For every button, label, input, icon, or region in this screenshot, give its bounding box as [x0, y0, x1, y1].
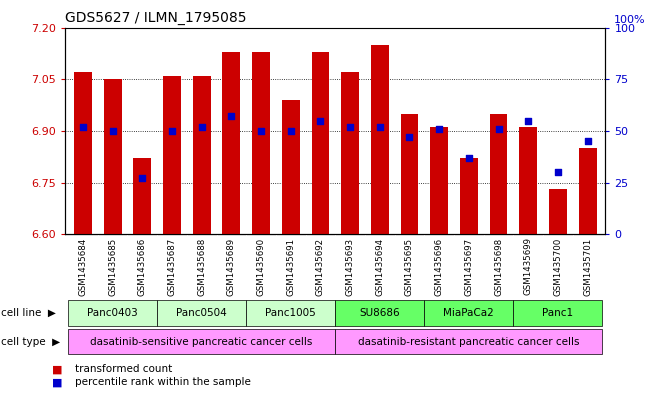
- Bar: [424, 301, 514, 326]
- Text: GSM1435700: GSM1435700: [553, 237, 562, 296]
- Text: GDS5627 / ILMN_1795085: GDS5627 / ILMN_1795085: [65, 11, 247, 25]
- Bar: [335, 301, 424, 326]
- Text: Panc1: Panc1: [542, 308, 574, 318]
- Text: Panc0504: Panc0504: [176, 308, 227, 318]
- Text: GSM1435694: GSM1435694: [375, 237, 384, 296]
- Text: GSM1435698: GSM1435698: [494, 237, 503, 296]
- Point: [345, 123, 355, 130]
- Bar: [549, 189, 567, 234]
- Bar: [312, 51, 329, 234]
- Bar: [282, 100, 299, 234]
- Point: [374, 123, 385, 130]
- Text: GSM1435701: GSM1435701: [583, 237, 592, 296]
- Text: ■: ■: [52, 377, 62, 387]
- Text: GSM1435688: GSM1435688: [197, 237, 206, 296]
- Bar: [579, 148, 596, 234]
- Point: [583, 138, 593, 144]
- Point: [77, 123, 88, 130]
- Text: GSM1435696: GSM1435696: [435, 237, 444, 296]
- Bar: [223, 51, 240, 234]
- Text: dasatinib-sensitive pancreatic cancer cells: dasatinib-sensitive pancreatic cancer ce…: [90, 336, 313, 347]
- Bar: [104, 79, 122, 234]
- Text: ■: ■: [52, 364, 62, 375]
- Bar: [519, 127, 537, 234]
- Bar: [514, 301, 602, 326]
- Point: [553, 169, 563, 175]
- Bar: [163, 76, 181, 234]
- Text: GSM1435687: GSM1435687: [167, 237, 176, 296]
- Text: GSM1435693: GSM1435693: [346, 237, 355, 296]
- Text: GSM1435689: GSM1435689: [227, 237, 236, 296]
- Text: 100%: 100%: [614, 15, 645, 25]
- Bar: [246, 301, 335, 326]
- Point: [256, 128, 266, 134]
- Bar: [490, 114, 508, 234]
- Bar: [193, 76, 210, 234]
- Point: [107, 128, 118, 134]
- Text: percentile rank within the sample: percentile rank within the sample: [75, 377, 251, 387]
- Text: GSM1435691: GSM1435691: [286, 237, 296, 296]
- Text: GSM1435686: GSM1435686: [138, 237, 146, 296]
- Text: transformed count: transformed count: [75, 364, 172, 375]
- Point: [197, 123, 207, 130]
- Bar: [252, 51, 270, 234]
- Point: [434, 126, 445, 132]
- Bar: [341, 72, 359, 234]
- Bar: [157, 301, 246, 326]
- Text: dasatinib-resistant pancreatic cancer cells: dasatinib-resistant pancreatic cancer ce…: [358, 336, 579, 347]
- Text: GSM1435685: GSM1435685: [108, 237, 117, 296]
- Bar: [430, 127, 448, 234]
- Bar: [68, 329, 335, 354]
- Text: cell type  ▶: cell type ▶: [1, 336, 60, 347]
- Text: SU8686: SU8686: [359, 308, 400, 318]
- Point: [286, 128, 296, 134]
- Point: [523, 118, 533, 124]
- Text: GSM1435684: GSM1435684: [78, 237, 87, 296]
- Text: cell line  ▶: cell line ▶: [1, 308, 55, 318]
- Bar: [400, 114, 419, 234]
- Text: Panc1005: Panc1005: [266, 308, 316, 318]
- Bar: [133, 158, 151, 234]
- Bar: [68, 301, 157, 326]
- Text: GSM1435690: GSM1435690: [256, 237, 266, 296]
- Text: GSM1435697: GSM1435697: [464, 237, 473, 296]
- Point: [493, 126, 504, 132]
- Point: [226, 113, 236, 119]
- Bar: [460, 158, 478, 234]
- Point: [137, 175, 148, 182]
- Point: [315, 118, 326, 124]
- Point: [464, 154, 474, 161]
- Bar: [335, 329, 602, 354]
- Bar: [371, 45, 389, 234]
- Text: GSM1435695: GSM1435695: [405, 237, 414, 296]
- Text: GSM1435692: GSM1435692: [316, 237, 325, 296]
- Point: [404, 134, 415, 140]
- Bar: [74, 72, 92, 234]
- Point: [167, 128, 177, 134]
- Text: Panc0403: Panc0403: [87, 308, 138, 318]
- Text: MiaPaCa2: MiaPaCa2: [443, 308, 494, 318]
- Text: GSM1435699: GSM1435699: [524, 237, 533, 296]
